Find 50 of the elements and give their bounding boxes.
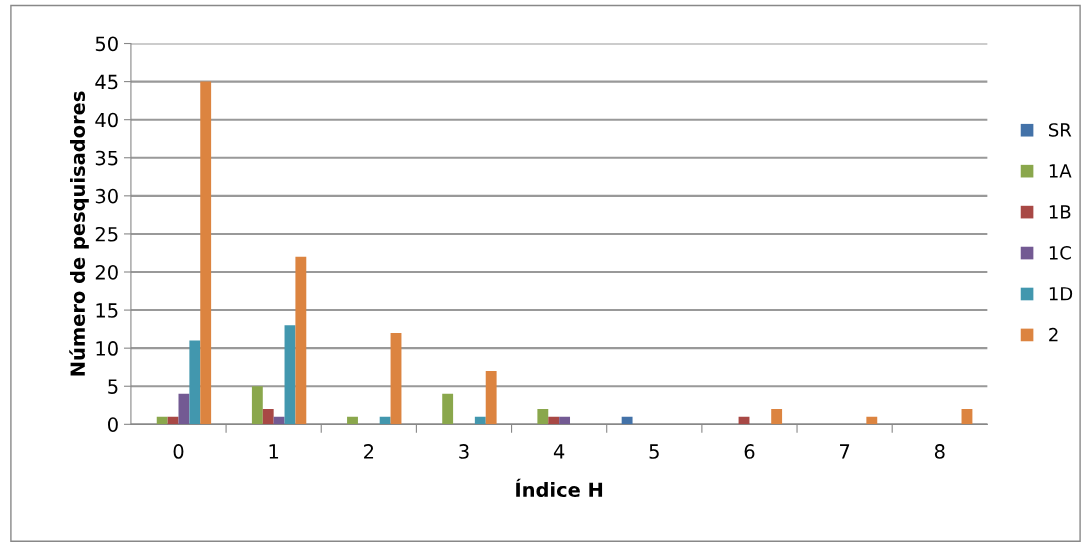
x-tick-label: 6 (744, 444, 755, 459)
bar (379, 416, 391, 425)
x-tick-label: 7 (840, 444, 850, 459)
y-tick-label: 40 (95, 112, 118, 128)
bar (559, 416, 571, 425)
bar (474, 416, 486, 425)
bar (548, 416, 560, 425)
bar (485, 371, 497, 425)
y-axis-title: Número de pesquisadores (69, 91, 89, 376)
legend-label: 1A (1049, 164, 1072, 178)
y-tick-label: 50 (95, 36, 118, 52)
legend-label: 1C (1049, 245, 1071, 260)
x-tick-label: 4 (553, 444, 565, 459)
x-tick-label: 0 (173, 444, 184, 459)
bar (347, 416, 358, 425)
legend-label: 2 (1049, 327, 1058, 342)
bar (189, 340, 201, 425)
bar (262, 409, 274, 425)
bar (284, 325, 296, 425)
legend-label: 1D (1049, 287, 1073, 301)
bar (537, 409, 549, 425)
y-tick-label: 10 (96, 341, 118, 356)
bar (295, 256, 307, 425)
bar (156, 416, 168, 425)
bar (866, 416, 878, 425)
bar (621, 416, 633, 425)
x-axis-title: Índice H (516, 478, 603, 498)
legend-label: SR (1049, 123, 1072, 137)
y-tick-label: 20 (95, 264, 118, 280)
bar (200, 81, 212, 425)
y-tick-label: 45 (95, 74, 118, 90)
x-tick-label: 5 (649, 444, 659, 459)
bar (961, 409, 973, 425)
legend-label: 1B (1049, 205, 1071, 219)
bar (771, 409, 783, 425)
bar (251, 386, 263, 425)
y-tick-label: 35 (95, 150, 118, 166)
x-tick-label: 8 (934, 444, 945, 459)
y-tick-label: 5 (108, 379, 118, 394)
bar (273, 416, 285, 425)
x-tick-label: 3 (459, 444, 469, 459)
y-tick-label: 25 (95, 226, 118, 242)
y-tick-label: 0 (108, 417, 118, 432)
bar (390, 332, 402, 425)
bar (442, 393, 454, 425)
x-tick-label: 2 (364, 444, 374, 459)
bar (178, 393, 190, 425)
y-tick-label: 30 (95, 188, 118, 204)
y-tick-label: 15 (96, 303, 118, 318)
x-tick-label: 1 (269, 444, 279, 459)
